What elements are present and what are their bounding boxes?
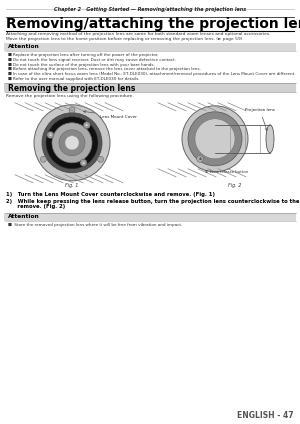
Circle shape <box>182 106 248 172</box>
FancyBboxPatch shape <box>4 43 296 51</box>
Text: Replace the projection lens after turning off the power of the projector.: Replace the projection lens after turnin… <box>13 53 158 57</box>
Text: Remove the projection lens using the following procedure.: Remove the projection lens using the fol… <box>6 94 134 98</box>
Circle shape <box>195 119 235 159</box>
Text: ①: ① <box>49 133 52 137</box>
Circle shape <box>46 117 98 169</box>
Circle shape <box>69 107 75 113</box>
FancyBboxPatch shape <box>4 83 296 92</box>
Text: ②: ② <box>85 123 88 127</box>
Text: In case of the ultra short focus zoom lens (Model No.: ET-DLE030), attachment/re: In case of the ultra short focus zoom le… <box>13 72 295 76</box>
Circle shape <box>59 130 85 156</box>
Circle shape <box>188 112 242 166</box>
Text: ④: ④ <box>198 157 202 161</box>
Text: Fig. 1: Fig. 1 <box>65 183 79 188</box>
Text: Refer to the user manual supplied with ET-DLE030 for details.: Refer to the user manual supplied with E… <box>13 77 140 81</box>
Text: Attention: Attention <box>8 44 40 49</box>
Text: ■: ■ <box>8 77 12 81</box>
Text: Chapter 2   Getting Started — Removing/attaching the projection lens: Chapter 2 Getting Started — Removing/att… <box>54 7 246 12</box>
Circle shape <box>83 122 90 128</box>
Circle shape <box>196 155 203 162</box>
Text: ④ Lens release button: ④ Lens release button <box>205 170 248 174</box>
Text: Before attaching the projection lens, remove the lens cover attached to the proj: Before attaching the projection lens, re… <box>13 67 201 71</box>
Text: Move the projection lens to the home position before replacing or removing the p: Move the projection lens to the home pos… <box>6 37 242 41</box>
Text: Removing/attaching the projection lens: Removing/attaching the projection lens <box>6 17 300 31</box>
Text: Do not touch the lens signal receiver. Dust or dirt may cause defective contact.: Do not touch the lens signal receiver. D… <box>13 58 176 62</box>
Text: ③: ③ <box>82 161 85 165</box>
Text: Do not touch the surface of the projection lens with your bare hands.: Do not touch the surface of the projecti… <box>13 63 155 67</box>
Text: ■  Store the removed projection lens where it will be free from vibration and im: ■ Store the removed projection lens wher… <box>8 223 182 227</box>
Text: ■: ■ <box>8 67 12 71</box>
Text: Removing the projection lens: Removing the projection lens <box>8 84 135 93</box>
FancyBboxPatch shape <box>4 213 296 221</box>
Circle shape <box>42 113 102 173</box>
Text: Lens Mount Cover: Lens Mount Cover <box>83 111 137 119</box>
Circle shape <box>40 156 46 162</box>
Circle shape <box>47 131 54 138</box>
Text: remove. (Fig. 2): remove. (Fig. 2) <box>6 204 65 209</box>
Text: Attaching and removing method of the projection lens are same for both standard : Attaching and removing method of the pro… <box>6 32 271 36</box>
Text: ENGLISH - 47: ENGLISH - 47 <box>237 411 294 420</box>
Circle shape <box>65 136 79 150</box>
Text: ■: ■ <box>8 53 12 57</box>
Circle shape <box>34 105 110 181</box>
Text: 1)   Turn the Lens Mount Cover counterclockwise and remove. (Fig. 1): 1) Turn the Lens Mount Cover countercloc… <box>6 192 215 197</box>
Text: Fig. 2: Fig. 2 <box>228 183 242 188</box>
Text: Attention: Attention <box>8 214 40 219</box>
Ellipse shape <box>266 125 274 153</box>
Text: ■: ■ <box>8 72 12 76</box>
Circle shape <box>80 159 87 166</box>
Text: ■: ■ <box>8 63 12 67</box>
Circle shape <box>98 156 103 162</box>
Text: ■: ■ <box>8 58 12 62</box>
Text: Projection lens: Projection lens <box>245 108 275 131</box>
Text: 2)   While keep pressing the lens release button, turn the projection lens count: 2) While keep pressing the lens release … <box>6 199 300 204</box>
Circle shape <box>52 123 92 163</box>
